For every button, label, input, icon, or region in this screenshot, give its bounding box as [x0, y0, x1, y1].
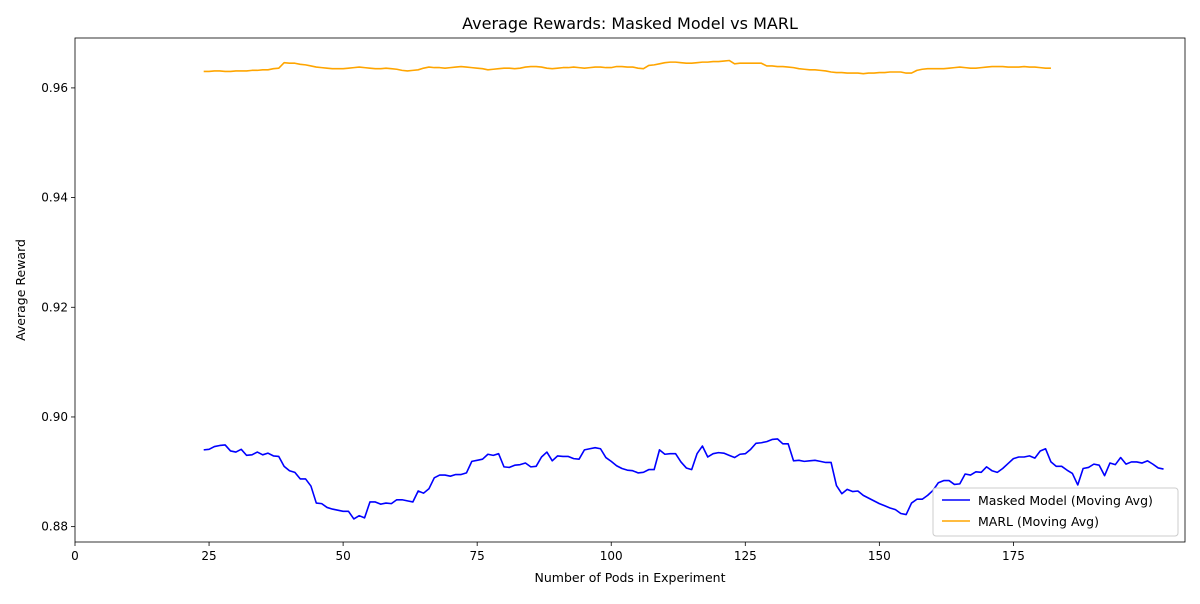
x-tick-label: 100	[600, 549, 623, 563]
series-lines	[203, 59, 1164, 520]
x-tick-label: 0	[71, 549, 79, 563]
x-axis-ticks: 0 25 50 75 100 125 150 175	[71, 542, 1025, 563]
legend-label-masked: Masked Model (Moving Avg)	[978, 493, 1153, 508]
x-tick-label: 50	[335, 549, 350, 563]
y-axis-label: Average Reward	[13, 239, 28, 341]
y-tick-label: 0.96	[41, 81, 68, 95]
legend-label-marl: MARL (Moving Avg)	[978, 514, 1099, 529]
x-tick-label: 125	[734, 549, 757, 563]
plot-frame	[74, 37, 1186, 543]
series-line-marl	[203, 59, 1051, 75]
legend-box	[932, 487, 1179, 537]
y-axis-ticks: 0.88 0.90 0.92 0.94 0.96	[41, 81, 75, 534]
y-tick-label: 0.94	[41, 191, 68, 205]
x-tick-label: 175	[1002, 549, 1025, 563]
y-tick-label: 0.90	[41, 410, 68, 424]
y-tick-label: 0.92	[41, 300, 68, 314]
x-tick-label: 75	[470, 549, 485, 563]
series-line-masked-model	[203, 438, 1164, 520]
y-tick-label: 0.88	[41, 520, 68, 534]
x-tick-label: 150	[868, 549, 891, 563]
x-tick-label: 25	[201, 549, 216, 563]
chart-title: Average Rewards: Masked Model vs MARL	[462, 14, 798, 33]
legend: Masked Model (Moving Avg) MARL (Moving A…	[932, 487, 1179, 537]
x-axis-label: Number of Pods in Experiment	[535, 570, 726, 585]
